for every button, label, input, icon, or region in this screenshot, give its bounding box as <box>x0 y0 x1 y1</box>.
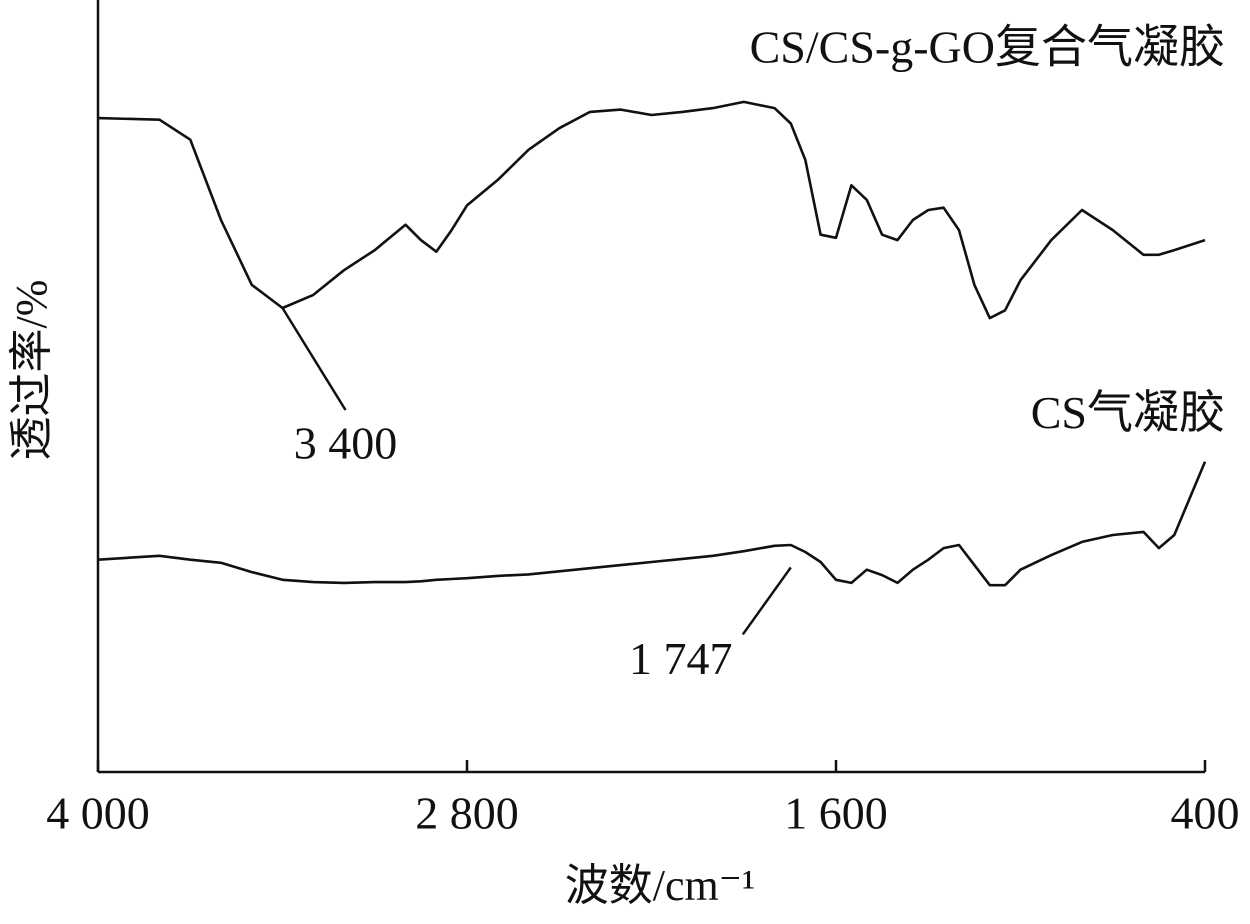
x-tick-label: 400 <box>1171 788 1240 839</box>
annotation-leader <box>741 566 792 636</box>
annotation-label: 1 747 <box>629 633 733 684</box>
y-axis-title: 透过率/% <box>7 280 56 461</box>
spectrum-line <box>97 100 1206 320</box>
annotation-label: 3 400 <box>294 418 398 469</box>
x-tick-label: 4 000 <box>46 788 150 839</box>
annotation-leader <box>281 307 347 411</box>
spectrum-line <box>97 461 1207 587</box>
x-tick-label: 1 600 <box>784 788 888 839</box>
x-tick-label: 2 800 <box>415 788 519 839</box>
x-axis-title: 波数/cm⁻¹ <box>565 861 755 910</box>
series-label: CS/CS-g-GO复合气凝胶 <box>750 22 1225 73</box>
series-label: CS气凝胶 <box>1031 387 1225 438</box>
